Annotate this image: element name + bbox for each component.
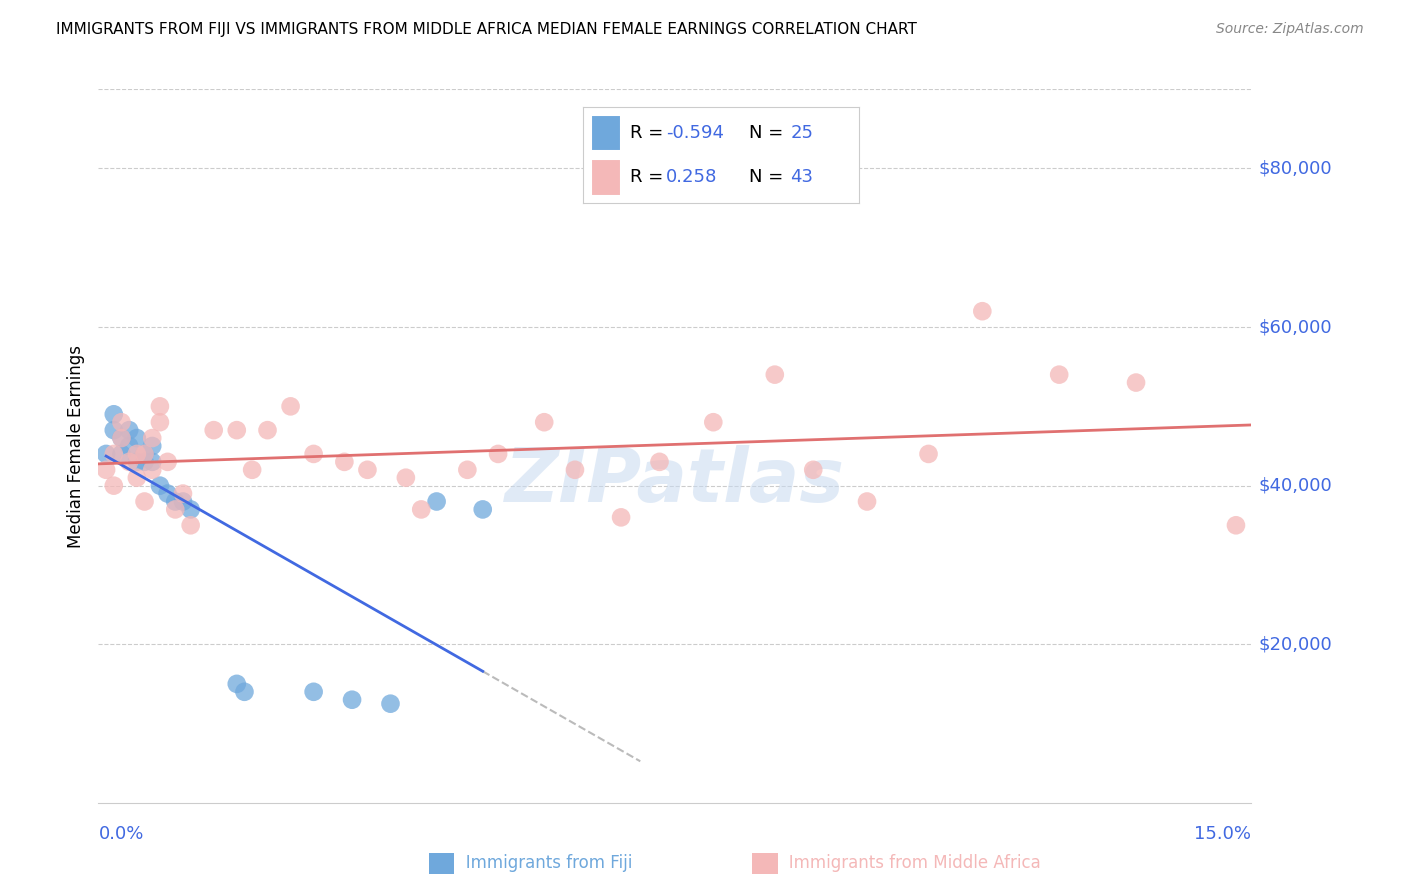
Point — [172, 486, 194, 500]
Point — [180, 518, 202, 533]
Text: $20,000: $20,000 — [1258, 635, 1331, 653]
Text: R =: R = — [630, 169, 669, 186]
Point — [156, 455, 179, 469]
Point — [648, 455, 671, 469]
Point — [411, 502, 433, 516]
Point — [225, 423, 247, 437]
Text: 15.0%: 15.0% — [1194, 825, 1251, 843]
Point — [134, 494, 156, 508]
Point — [456, 463, 478, 477]
Point — [302, 685, 325, 699]
FancyBboxPatch shape — [591, 115, 621, 152]
Point — [763, 368, 786, 382]
Text: 0.258: 0.258 — [665, 169, 717, 186]
Point — [256, 423, 278, 437]
Point — [1125, 376, 1147, 390]
Point — [141, 431, 163, 445]
Text: 43: 43 — [790, 169, 813, 186]
Point — [233, 685, 256, 699]
Point — [395, 471, 418, 485]
Point — [172, 494, 194, 508]
Point — [134, 455, 156, 469]
Point — [1225, 518, 1247, 533]
Point — [1047, 368, 1070, 382]
Point — [426, 494, 449, 508]
Point — [380, 697, 402, 711]
Point — [118, 455, 141, 469]
Text: -0.594: -0.594 — [665, 124, 724, 142]
Point — [134, 447, 156, 461]
Point — [856, 494, 879, 508]
Point — [125, 431, 148, 445]
Point — [125, 455, 148, 469]
Text: Immigrants from Fiji: Immigrants from Fiji — [450, 855, 633, 872]
Text: $60,000: $60,000 — [1258, 318, 1331, 336]
Point — [110, 431, 132, 445]
Point — [125, 471, 148, 485]
Point — [103, 407, 125, 421]
Point — [134, 447, 156, 461]
Point — [141, 463, 163, 477]
Point — [156, 486, 179, 500]
Point — [149, 478, 172, 492]
Point — [149, 400, 172, 414]
Point — [94, 463, 117, 477]
Text: Source: ZipAtlas.com: Source: ZipAtlas.com — [1216, 22, 1364, 37]
Text: Immigrants from Middle Africa: Immigrants from Middle Africa — [773, 855, 1040, 872]
Point — [340, 692, 363, 706]
Text: N =: N = — [748, 169, 789, 186]
Point — [103, 423, 125, 437]
Text: 0.0%: 0.0% — [98, 825, 143, 843]
Point — [202, 423, 225, 437]
Point — [486, 447, 509, 461]
Point — [110, 415, 132, 429]
Y-axis label: Median Female Earnings: Median Female Earnings — [67, 344, 86, 548]
Point — [103, 478, 125, 492]
Text: 25: 25 — [790, 124, 813, 142]
Point — [118, 439, 141, 453]
Point — [141, 455, 163, 469]
Point — [110, 447, 132, 461]
Text: R =: R = — [630, 124, 669, 142]
Point — [564, 463, 586, 477]
Point — [149, 415, 172, 429]
Point — [165, 502, 187, 516]
Text: ZIPatlas: ZIPatlas — [505, 445, 845, 518]
Point — [471, 502, 494, 516]
Text: N =: N = — [748, 124, 789, 142]
Point — [917, 447, 939, 461]
Point — [165, 494, 187, 508]
Point — [280, 400, 302, 414]
Point — [141, 439, 163, 453]
Point — [533, 415, 555, 429]
Point — [702, 415, 724, 429]
Point — [333, 455, 356, 469]
Point — [118, 423, 141, 437]
Point — [103, 447, 125, 461]
Point — [180, 502, 202, 516]
Point — [610, 510, 633, 524]
Point — [302, 447, 325, 461]
Text: $40,000: $40,000 — [1258, 476, 1331, 495]
Point — [972, 304, 994, 318]
Text: $80,000: $80,000 — [1258, 160, 1331, 178]
Point — [801, 463, 824, 477]
Point — [356, 463, 378, 477]
Point — [94, 447, 117, 461]
FancyBboxPatch shape — [591, 159, 621, 195]
Text: IMMIGRANTS FROM FIJI VS IMMIGRANTS FROM MIDDLE AFRICA MEDIAN FEMALE EARNINGS COR: IMMIGRANTS FROM FIJI VS IMMIGRANTS FROM … — [56, 22, 917, 37]
Point — [110, 431, 132, 445]
Point — [240, 463, 263, 477]
Point — [225, 677, 247, 691]
Point — [125, 447, 148, 461]
